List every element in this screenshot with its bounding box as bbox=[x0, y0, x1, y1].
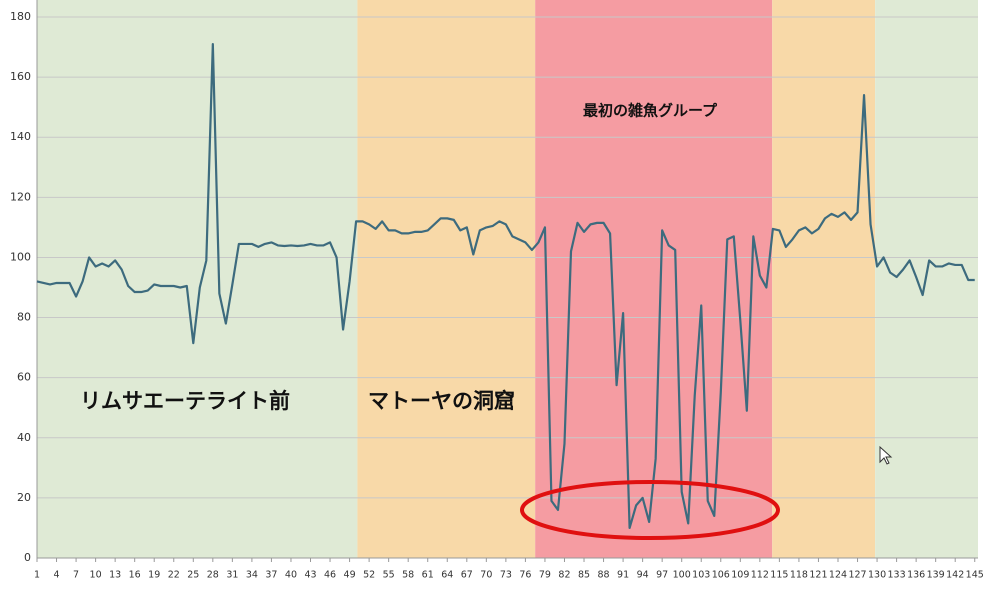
series bbox=[36, 42, 975, 530]
y-tick-label: 120 bbox=[10, 190, 31, 203]
x-tick-label: 142 bbox=[946, 570, 964, 581]
x-tick-label: 13 bbox=[109, 570, 121, 581]
x-tick-label: 37 bbox=[265, 570, 277, 581]
x-tick-label: 145 bbox=[966, 570, 984, 581]
x-tick-label: 124 bbox=[829, 570, 847, 581]
x-tick-label: 43 bbox=[304, 570, 316, 581]
x-tick-label: 82 bbox=[558, 570, 570, 581]
x-tick-label: 19 bbox=[148, 570, 160, 581]
x-tick-label: 79 bbox=[539, 570, 551, 581]
band bbox=[37, 0, 358, 558]
x-tick-label: 94 bbox=[637, 570, 649, 581]
x-tick-label: 91 bbox=[617, 570, 629, 581]
band-label: 最初の雑魚グループ bbox=[583, 102, 718, 120]
highlight-ellipse bbox=[520, 480, 780, 540]
grid: 0 20 40 60 80 100 120 140 160 180 1 4 7 10 13 16 19 22 25 2… bbox=[10, 0, 984, 581]
x-tick-label: 61 bbox=[422, 570, 434, 581]
x-tick-label: 52 bbox=[363, 570, 375, 581]
x-tick-label: 136 bbox=[907, 570, 925, 581]
x-tick-label: 55 bbox=[383, 570, 395, 581]
x-tick-label: 40 bbox=[285, 570, 297, 581]
y-tick-label: 20 bbox=[17, 491, 31, 504]
x-tick-label: 115 bbox=[770, 570, 788, 581]
x-tick-label: 67 bbox=[461, 570, 473, 581]
y-tick-label: 180 bbox=[10, 10, 31, 23]
y-tick-label: 60 bbox=[17, 371, 31, 384]
x-tick-label: 112 bbox=[751, 570, 769, 581]
x-tick-label: 88 bbox=[598, 570, 610, 581]
x-tick-label: 97 bbox=[656, 570, 668, 581]
x-tick-label: 46 bbox=[324, 570, 336, 581]
data-line bbox=[36, 42, 975, 530]
bands bbox=[37, 0, 978, 558]
y-tick-label: 100 bbox=[10, 250, 31, 263]
x-tick-label: 139 bbox=[927, 570, 945, 581]
x-tick-label: 25 bbox=[187, 570, 199, 581]
y-tick-label: 140 bbox=[10, 130, 31, 143]
x-tick-label: 76 bbox=[519, 570, 531, 581]
x-tick-label: 34 bbox=[246, 570, 258, 581]
x-tick-label: 127 bbox=[848, 570, 866, 581]
x-tick-label: 133 bbox=[888, 570, 906, 581]
y-tick-label: 40 bbox=[17, 431, 31, 444]
x-tick-label: 70 bbox=[480, 570, 492, 581]
x-tick-label: 4 bbox=[54, 570, 60, 581]
band bbox=[772, 0, 876, 558]
y-tick-label: 0 bbox=[24, 551, 31, 564]
band-label: マトーヤの洞窟 bbox=[368, 389, 515, 413]
band-label: リムサエーテライト前 bbox=[80, 389, 290, 413]
x-tick-label: 58 bbox=[402, 570, 414, 581]
x-tick-label: 16 bbox=[129, 570, 141, 581]
x-tick-label: 118 bbox=[790, 570, 808, 581]
band bbox=[535, 0, 773, 558]
x-tick-label: 85 bbox=[578, 570, 590, 581]
cursor bbox=[879, 445, 893, 465]
x-tick-label: 121 bbox=[809, 570, 827, 581]
x-tick-label: 109 bbox=[731, 570, 749, 581]
x-tick-label: 130 bbox=[868, 570, 886, 581]
x-tick-label: 10 bbox=[90, 570, 102, 581]
x-tick-label: 22 bbox=[168, 570, 180, 581]
x-tick-label: 64 bbox=[441, 570, 453, 581]
x-tick-label: 49 bbox=[344, 570, 356, 581]
x-tick-label: 1 bbox=[34, 570, 40, 581]
x-tick-label: 7 bbox=[73, 570, 79, 581]
x-tick-label: 73 bbox=[500, 570, 512, 581]
x-tick-label: 103 bbox=[692, 570, 710, 581]
x-tick-label: 31 bbox=[226, 570, 238, 581]
y-tick-label: 160 bbox=[10, 70, 31, 83]
x-tick-label: 100 bbox=[673, 570, 691, 581]
y-tick-label: 80 bbox=[17, 311, 31, 324]
x-tick-label: 106 bbox=[712, 570, 730, 581]
band bbox=[357, 0, 536, 558]
x-tick-label: 28 bbox=[207, 570, 219, 581]
